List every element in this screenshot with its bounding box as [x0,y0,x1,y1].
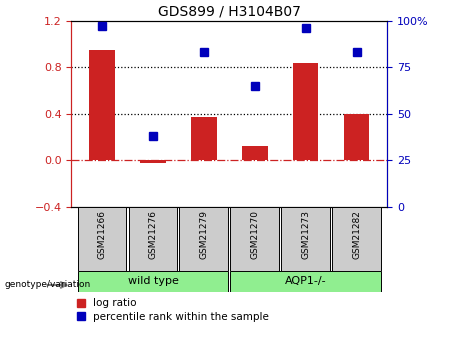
Bar [293,63,319,160]
Bar [230,271,381,292]
Text: GSM21266: GSM21266 [98,210,106,259]
Text: AQP1-/-: AQP1-/- [285,276,326,286]
Legend: log ratio, percentile rank within the sample: log ratio, percentile rank within the sa… [77,298,269,322]
Bar [77,271,228,292]
Text: GSM21270: GSM21270 [250,210,260,259]
Bar [242,146,267,160]
Text: GSM21273: GSM21273 [301,210,310,259]
Text: GSM21276: GSM21276 [148,210,158,259]
Bar [344,114,369,160]
Bar [179,207,228,271]
Bar [281,207,330,271]
Bar [89,50,115,160]
Bar [129,207,177,271]
Title: GDS899 / H3104B07: GDS899 / H3104B07 [158,4,301,18]
Bar [332,207,381,271]
Bar [140,160,165,163]
Text: genotype/variation: genotype/variation [5,280,91,289]
Bar [77,207,126,271]
Text: GSM21282: GSM21282 [352,210,361,259]
Bar [230,207,279,271]
Text: GSM21279: GSM21279 [199,210,208,259]
Bar [191,117,217,160]
Text: wild type: wild type [128,276,178,286]
